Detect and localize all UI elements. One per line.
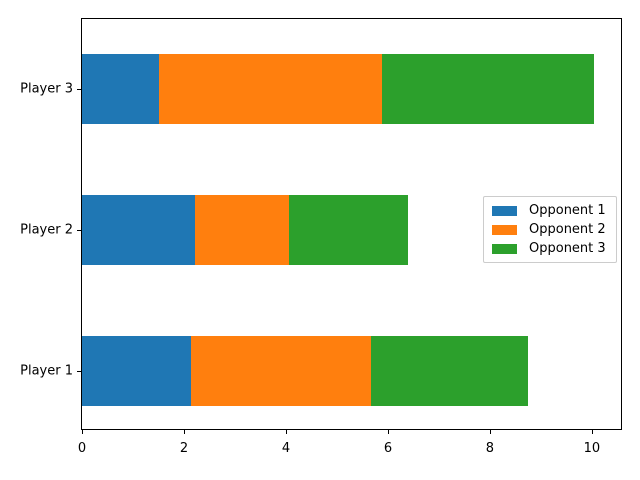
- bar-segment-opponent-1: [82, 336, 191, 406]
- bar-segment-opponent-1: [82, 54, 159, 124]
- bar-segment-opponent-1: [82, 195, 195, 265]
- legend-swatch-icon: [492, 224, 517, 235]
- y-tick-mark: [77, 230, 81, 231]
- x-tick-mark: [387, 430, 389, 434]
- x-tick-mark: [489, 430, 491, 434]
- legend-item-opponent-1: Opponent 1: [492, 201, 608, 220]
- y-tick-mark: [77, 89, 81, 90]
- bar-segment-opponent-2: [159, 54, 383, 124]
- legend-item-opponent-3: Opponent 3: [492, 239, 608, 258]
- y-tick-label-player-2: Player 2: [20, 222, 73, 238]
- bar-segment-opponent-2: [194, 195, 290, 265]
- x-tick-label-10: 10: [583, 441, 601, 456]
- legend-swatch-icon: [492, 205, 517, 216]
- legend: Opponent 1 Opponent 2 Opponent 3: [483, 196, 617, 263]
- y-tick-label-player-3: Player 3: [20, 81, 73, 97]
- x-tick-label-4: 4: [281, 441, 291, 456]
- x-tick-mark: [183, 430, 185, 434]
- x-tick-label-6: 6: [383, 441, 393, 456]
- bar-player-1: [82, 336, 528, 406]
- bar-player-2: [82, 195, 408, 265]
- bar-segment-opponent-3: [382, 54, 595, 124]
- x-tick-mark: [285, 430, 287, 434]
- x-tick-label-0: 0: [77, 441, 87, 456]
- plot-area: Opponent 1 Opponent 2 Opponent 3: [81, 18, 622, 430]
- x-tick-label-8: 8: [485, 441, 495, 456]
- bar-segment-opponent-2: [190, 336, 371, 406]
- legend-swatch-icon: [492, 243, 517, 254]
- x-tick-mark: [591, 430, 593, 434]
- legend-label: Opponent 2: [529, 222, 606, 237]
- bar-player-3: [82, 54, 595, 124]
- legend-label: Opponent 1: [529, 203, 606, 218]
- x-tick-mark: [82, 430, 83, 434]
- y-tick-mark: [77, 371, 81, 372]
- x-tick-label-2: 2: [179, 441, 189, 456]
- legend-label: Opponent 3: [529, 241, 606, 256]
- y-tick-label-player-1: Player 1: [20, 363, 73, 379]
- bar-segment-opponent-3: [370, 336, 528, 406]
- bar-segment-opponent-3: [289, 195, 408, 265]
- legend-item-opponent-2: Opponent 2: [492, 220, 608, 239]
